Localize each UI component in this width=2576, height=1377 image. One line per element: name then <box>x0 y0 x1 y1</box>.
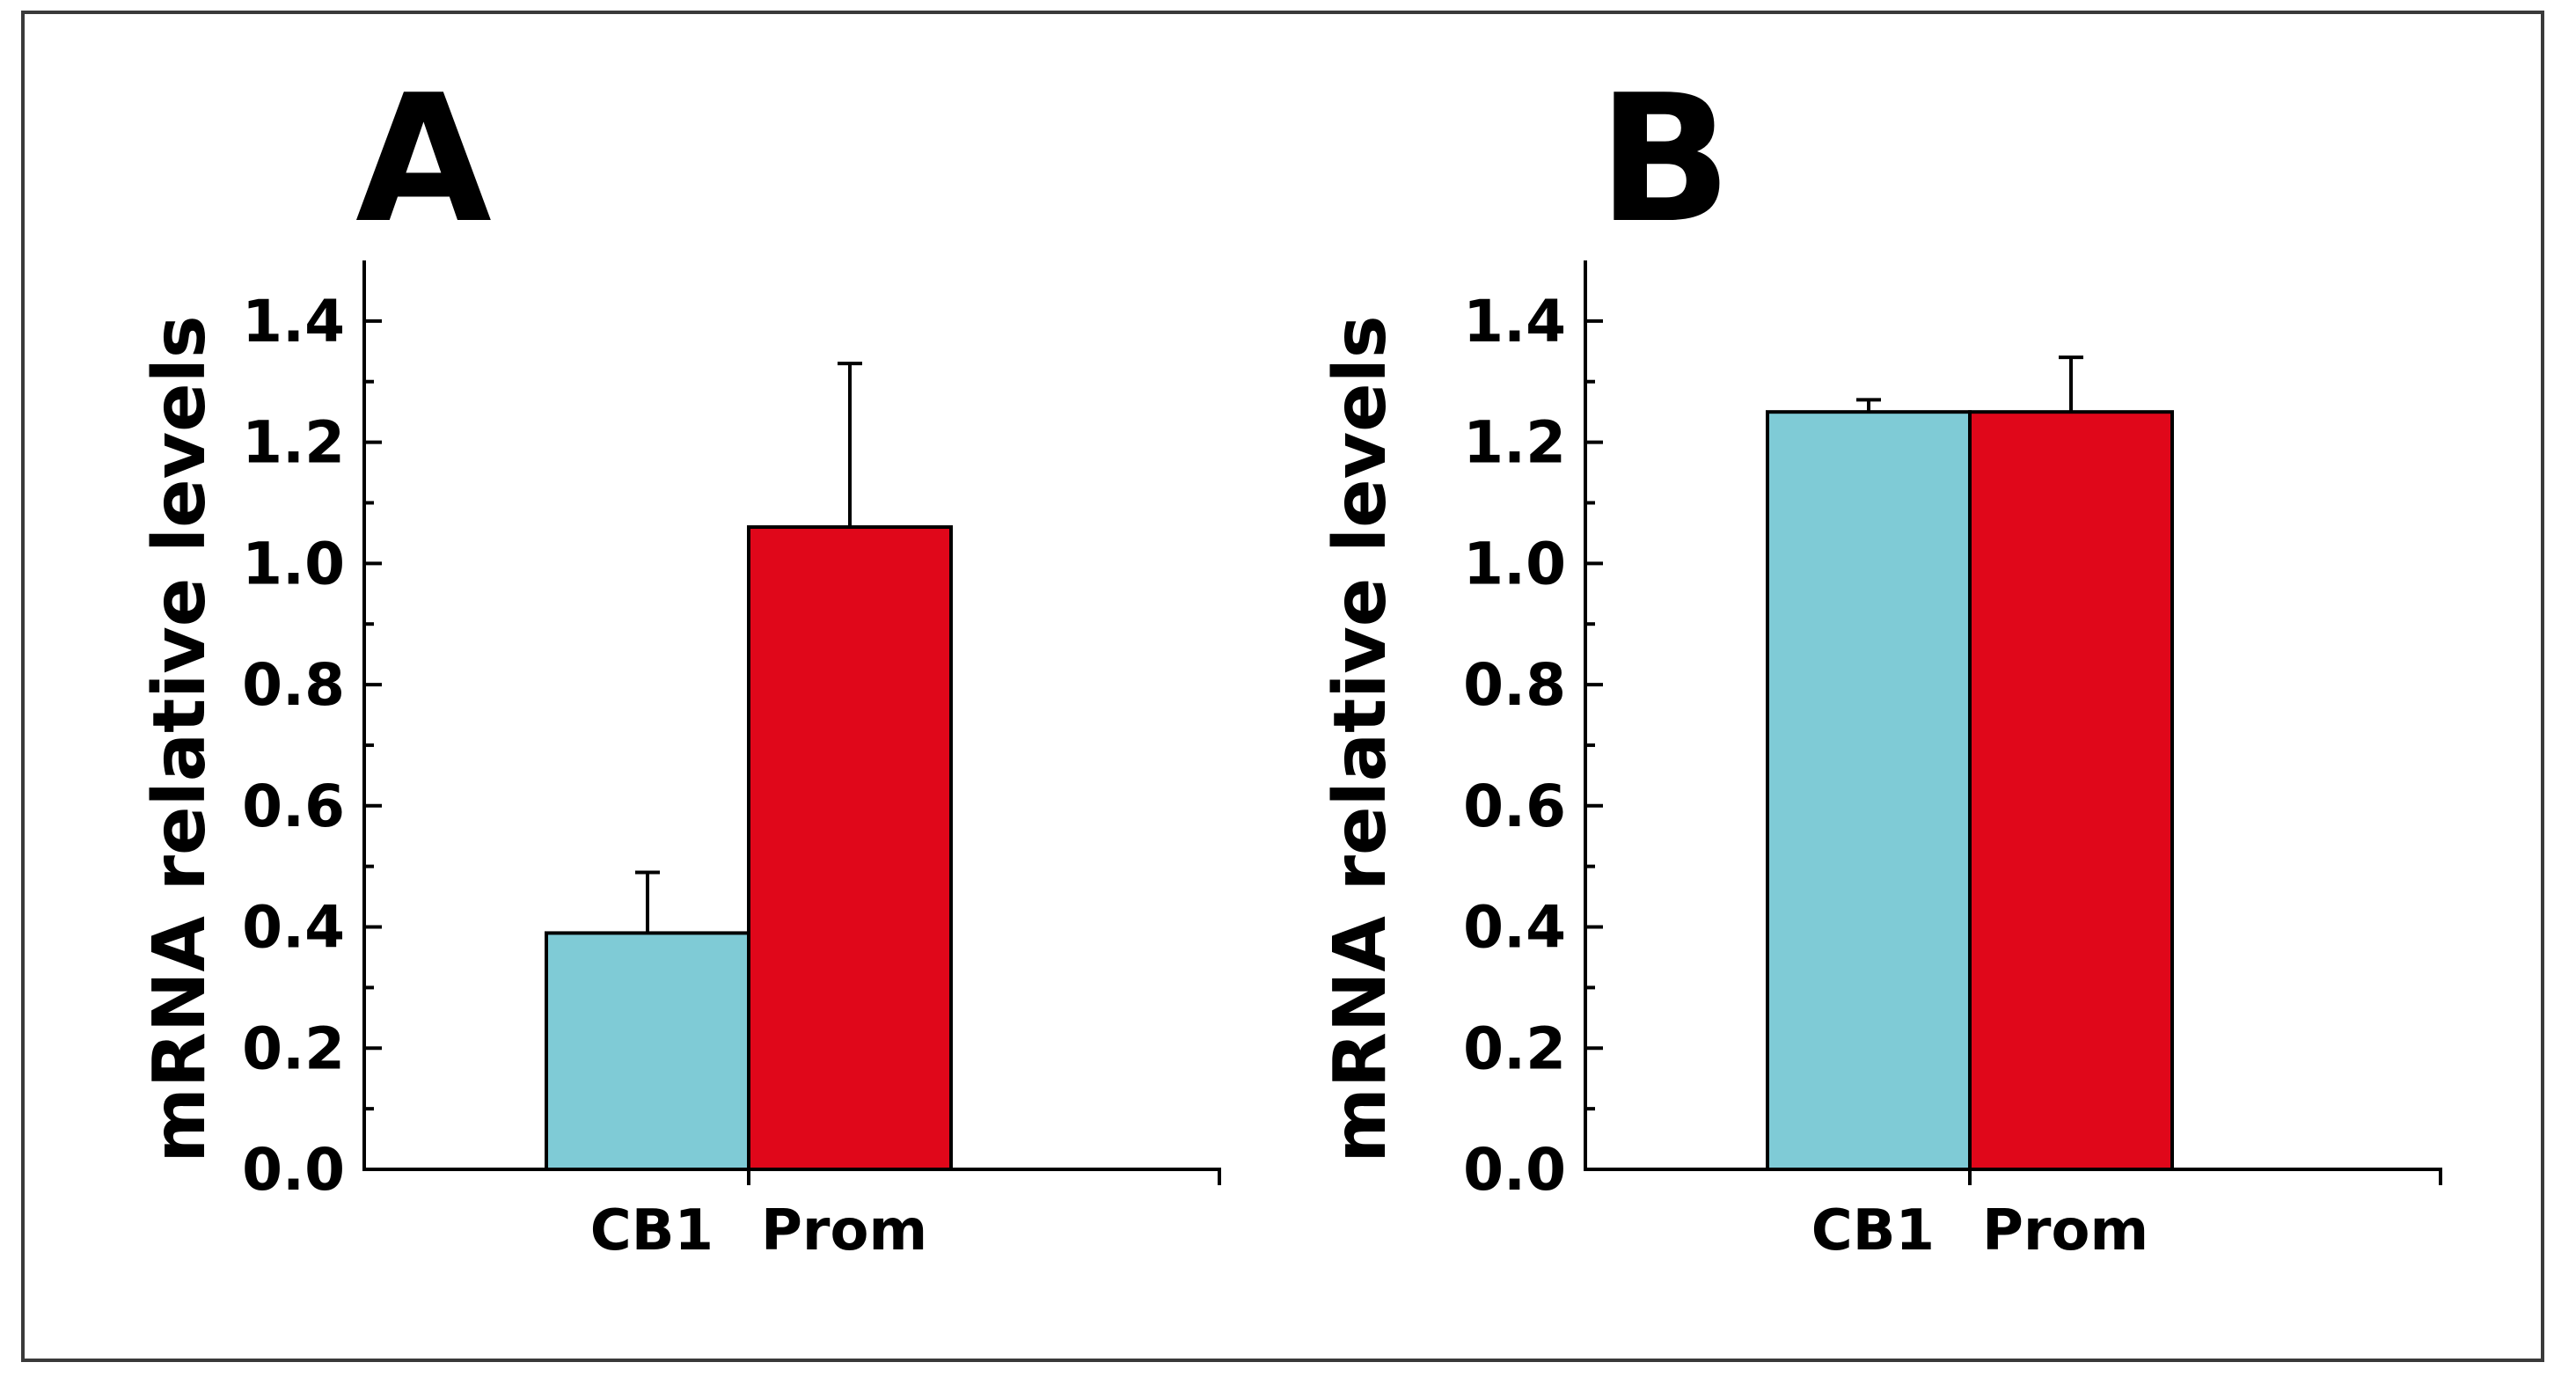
panel-b-category-label-cb1: CB1 <box>1811 1198 1935 1263</box>
panel-a-category-label-prom: Prom <box>761 1198 927 1263</box>
panel-b-bars <box>1766 355 2174 1171</box>
panel-a-y-tick-label: 1.0 <box>242 530 345 597</box>
panel-b-y-tick-label: 1.0 <box>1463 530 1566 597</box>
panel-a-bars <box>545 362 953 1172</box>
panel-a-y-tick-label: 1.2 <box>242 409 345 477</box>
panel-a-bar-prom <box>747 525 953 1171</box>
panel-a-y-tick-label: 0.2 <box>242 1014 345 1082</box>
panel-a-y-tick-label: 0.0 <box>242 1136 345 1204</box>
panel-b-bar-cb1 <box>1766 410 1972 1171</box>
panel-a-y-tick-label: 0.6 <box>242 773 345 840</box>
panel-b-y-tick-labels: 0.0 0.2 0.4 0.6 0.8 1.0 1.2 1.4 <box>1463 288 1566 1204</box>
panel-b-y-ticks <box>1585 319 1603 1171</box>
panel-b-y-tick-label: 0.4 <box>1463 894 1566 962</box>
panel-b-y-tick-label: 1.2 <box>1463 409 1566 477</box>
panel-a: A mRNA relative levels 0.0 0.2 0.4 0.6 0… <box>138 57 1221 1263</box>
panel-b: B mRNA relative levels 0.0 0.2 0.4 0.6 0… <box>1319 57 2442 1263</box>
panel-b-y-tick-label: 0.0 <box>1463 1136 1566 1204</box>
panel-b-letter: B <box>1598 57 1731 262</box>
panel-a-y-tick-labels: 0.0 0.2 0.4 0.6 0.8 1.0 1.2 1.4 <box>242 288 345 1204</box>
panel-a-letter: A <box>355 57 492 262</box>
panel-b-y-tick-label: 0.8 <box>1463 651 1566 719</box>
panel-b-error-bar-prom <box>2059 355 2083 413</box>
panel-a-y-tick-label: 0.4 <box>242 894 345 962</box>
panel-b-y-tick-label: 1.4 <box>1463 288 1566 355</box>
panel-b-category-label-prom: Prom <box>1982 1198 2148 1263</box>
panel-a-error-bar-prom <box>838 362 862 528</box>
panel-a-y-tick-label: 1.4 <box>242 288 345 355</box>
panel-b-bar-prom <box>1968 410 2174 1171</box>
panel-b-y-tick-label: 0.6 <box>1463 773 1566 840</box>
panel-a-bar-cb1 <box>545 931 750 1172</box>
panel-b-y-tick-label: 0.2 <box>1463 1014 1566 1082</box>
panel-b-y-axis-label: mRNA relative levels <box>1319 315 1402 1162</box>
panel-a-error-bar-cb1 <box>635 870 660 934</box>
panel-b-category-labels: CB1 Prom <box>1811 1198 2148 1263</box>
panel-a-y-axis-label: mRNA relative levels <box>138 315 222 1162</box>
panel-a-y-tick-label: 0.8 <box>242 651 345 719</box>
panel-a-category-label-cb1: CB1 <box>590 1198 714 1263</box>
panel-b-error-bar-cb1 <box>1856 398 1881 413</box>
panel-a-category-labels: CB1 Prom <box>590 1198 927 1263</box>
panel-a-y-ticks <box>364 319 382 1171</box>
